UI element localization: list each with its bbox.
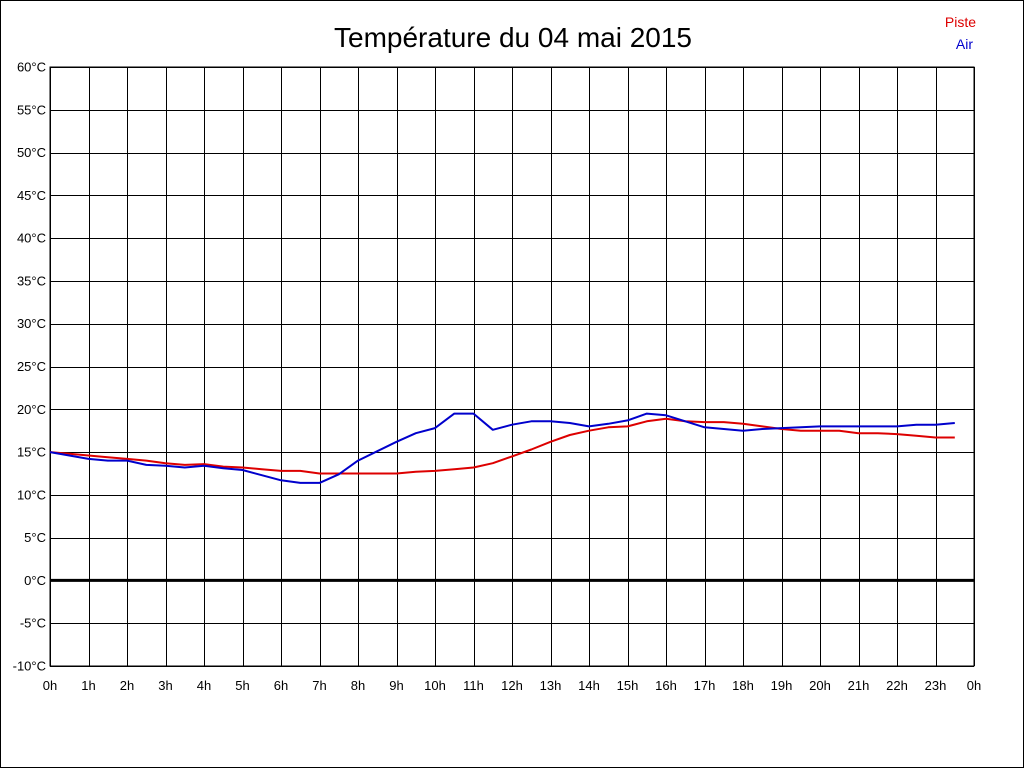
x-tick-label: 22h [886,678,908,693]
y-tick-label: 60°C [17,60,46,75]
x-tick-label: 9h [389,678,403,693]
x-tick-label: 14h [578,678,600,693]
x-tick-label: 18h [732,678,754,693]
x-tick-label: 15h [617,678,639,693]
x-tick-label: 0h [967,678,981,693]
x-tick-label: 10h [424,678,446,693]
y-tick-label: 15°C [17,445,46,460]
y-tick-label: 50°C [17,145,46,160]
series-line-piste [49,417,955,475]
y-tick-label: 20°C [17,402,46,417]
y-tick-label: 40°C [17,231,46,246]
x-tick-label: 20h [809,678,831,693]
y-tick-label: 10°C [17,487,46,502]
x-tick-label: 16h [655,678,677,693]
x-tick-label: 4h [197,678,211,693]
y-tick-label: -5°C [20,616,46,631]
y-tick-label: 30°C [17,316,46,331]
x-tick-label: 11h [463,678,484,693]
y-tick-label: 0°C [24,573,46,588]
legend-entry-piste: Piste [945,14,976,30]
legend: Piste Air [945,14,976,52]
x-tick-label: 19h [771,678,793,693]
y-tick-label: 55°C [17,102,46,117]
series-layer [49,412,955,484]
x-tick-label: 23h [925,678,947,693]
x-tick-label: 3h [158,678,172,693]
x-tick-label: 21h [848,678,870,693]
x-tick-label: 1h [81,678,95,693]
x-tick-label: 13h [540,678,562,693]
legend-entry-air: Air [956,36,973,52]
x-tick-label: 17h [694,678,716,693]
x-tick-label: 2h [120,678,134,693]
x-tick-label: 7h [312,678,326,693]
y-tick-label: 45°C [17,188,46,203]
x-tick-label: 5h [235,678,249,693]
series-line-air [49,412,955,484]
grid [49,66,975,667]
chart-title: Température du 04 mai 2015 [334,22,692,53]
y-tick-label: 25°C [17,359,46,374]
y-tick-label: -10°C [13,659,46,674]
y-tick-label: 35°C [17,273,46,288]
x-tick-label: 0h [43,678,57,693]
x-tick-label: 12h [501,678,523,693]
axis-labels: 60°C 55°C 50°C 45°C 40°C 35°C 30°C 25°C 20°C 15°C… [13,60,982,694]
x-tick-label: 6h [274,678,288,693]
x-tick-label: 8h [351,678,365,693]
y-tick-label: 5°C [24,530,46,545]
